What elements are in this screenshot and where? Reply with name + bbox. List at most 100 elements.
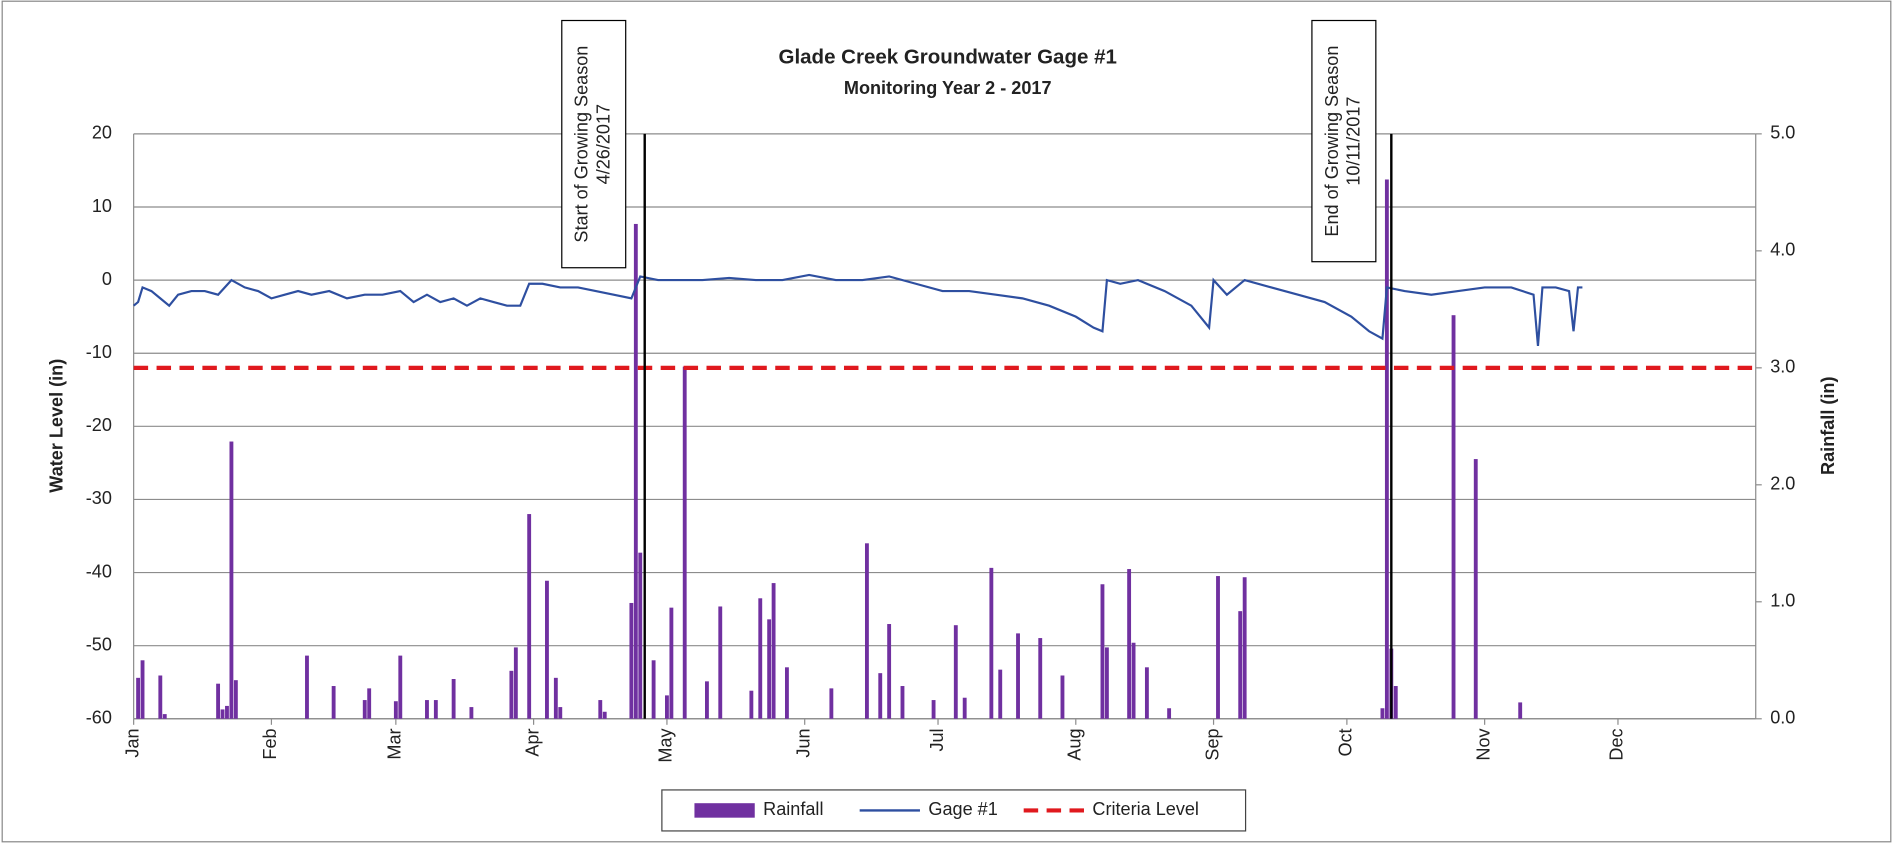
y2-tick-label: 0.0: [1770, 708, 1795, 728]
rain-bar: [598, 700, 603, 719]
rain-bar: [162, 714, 167, 719]
rain-bar: [758, 598, 763, 719]
rain-bar: [1167, 708, 1172, 719]
legend-swatch: [694, 803, 755, 818]
y2-tick-label: 5.0: [1770, 123, 1795, 143]
rain-bar: [887, 624, 892, 719]
annotation-box: [1311, 19, 1377, 263]
rain-bar: [469, 707, 474, 719]
rain-bar: [225, 705, 229, 719]
rain-bar: [140, 660, 145, 719]
rain-bar: [1380, 708, 1385, 719]
rain-bar: [513, 647, 518, 719]
rain-bar: [651, 660, 656, 719]
legend-label: Criteria Level: [1092, 799, 1199, 819]
rain-bar: [1238, 611, 1243, 719]
rain-bar: [953, 625, 958, 719]
rain-bar: [1100, 584, 1105, 719]
y-axis-label: Water Level (in): [46, 359, 66, 493]
rain-bar: [1144, 667, 1149, 719]
x-tick-label: Oct: [1336, 728, 1356, 756]
x-tick-label: Jul: [927, 728, 947, 751]
rain-bar: [158, 675, 163, 719]
x-tick-label: Apr: [522, 728, 542, 756]
rain-bar: [1518, 702, 1523, 719]
rain-bar: [602, 711, 607, 719]
rain-bar: [1216, 576, 1220, 719]
rain-bar: [962, 697, 967, 719]
rain-bar: [669, 607, 674, 719]
chart-subtitle: Monitoring Year 2 - 2017: [844, 78, 1052, 98]
x-tick-label: Aug: [1065, 728, 1085, 760]
y-tick-label: -10: [86, 342, 112, 362]
rain-bar: [1384, 179, 1389, 719]
rain-bar: [629, 602, 634, 719]
x-tick-label: May: [656, 728, 676, 762]
annotation-box: [561, 19, 627, 269]
rain-bar: [1038, 638, 1043, 719]
chart-title: Glade Creek Groundwater Gage #1: [779, 45, 1117, 68]
y-tick-label: 10: [92, 196, 112, 216]
annotation-text: End of Growing Season: [1322, 46, 1342, 237]
rain-bar: [553, 677, 558, 719]
x-tick-label: Nov: [1473, 728, 1493, 760]
x-tick-label: Mar: [385, 728, 405, 759]
rain-bar: [989, 567, 994, 719]
rain-bar: [509, 670, 514, 719]
rain-bar: [1127, 569, 1132, 719]
rain-bar: [233, 680, 238, 719]
rain-bar: [900, 686, 905, 719]
y2-axis-label: Rainfall (in): [1818, 377, 1838, 475]
x-tick-label: Dec: [1607, 728, 1627, 760]
rain-bar: [398, 655, 403, 719]
rain-bar: [682, 366, 687, 719]
legend-label: Rainfall: [763, 799, 823, 819]
rain-bar: [229, 441, 234, 719]
legend-box: [661, 789, 1247, 832]
rain-bar: [931, 700, 936, 719]
rain-bar: [767, 619, 772, 719]
rain-bar: [433, 700, 438, 719]
rain-bar: [362, 700, 367, 719]
rain-bar: [878, 673, 883, 719]
rain-bar: [864, 543, 869, 719]
rain-bar: [216, 683, 221, 719]
rain-bar: [638, 552, 643, 719]
annotation-text: 4/26/2017: [593, 104, 613, 184]
rain-bar: [305, 655, 309, 719]
rain-bar: [1242, 577, 1247, 719]
rain-bar: [558, 707, 563, 719]
y2-tick-label: 3.0: [1770, 357, 1795, 377]
y-tick-label: -30: [86, 488, 112, 508]
rain-bar: [705, 681, 709, 719]
rain-bar: [1016, 633, 1020, 719]
y-tick-label: -60: [86, 708, 112, 728]
rain-bar: [393, 701, 398, 719]
rain-bar: [451, 679, 456, 719]
x-tick-label: Feb: [260, 728, 280, 759]
rain-bar: [784, 667, 789, 719]
rain-bar: [1131, 642, 1136, 719]
legend-label: Gage #1: [928, 799, 997, 819]
rain-bar: [1393, 686, 1398, 719]
annotation-text: Start of Growing Season: [572, 46, 592, 243]
x-tick-label: Jun: [793, 728, 813, 757]
y-tick-label: -40: [86, 561, 112, 581]
y2-tick-label: 2.0: [1770, 474, 1795, 494]
rain-bar: [425, 700, 429, 719]
rain-bar: [1104, 647, 1109, 719]
rain-bar: [1060, 675, 1065, 719]
y-tick-label: -50: [86, 634, 112, 654]
rain-bar: [718, 606, 723, 719]
rain-bar: [771, 583, 776, 719]
rain-bar: [331, 686, 336, 719]
y-tick-label: -20: [86, 415, 112, 435]
x-tick-label: Sep: [1202, 728, 1222, 760]
rain-bar: [1451, 315, 1456, 719]
rain-bar: [633, 223, 638, 719]
y2-tick-label: 1.0: [1770, 591, 1795, 611]
rain-bar: [749, 690, 754, 719]
rain-bar: [545, 580, 549, 719]
rain-bar: [136, 677, 141, 719]
